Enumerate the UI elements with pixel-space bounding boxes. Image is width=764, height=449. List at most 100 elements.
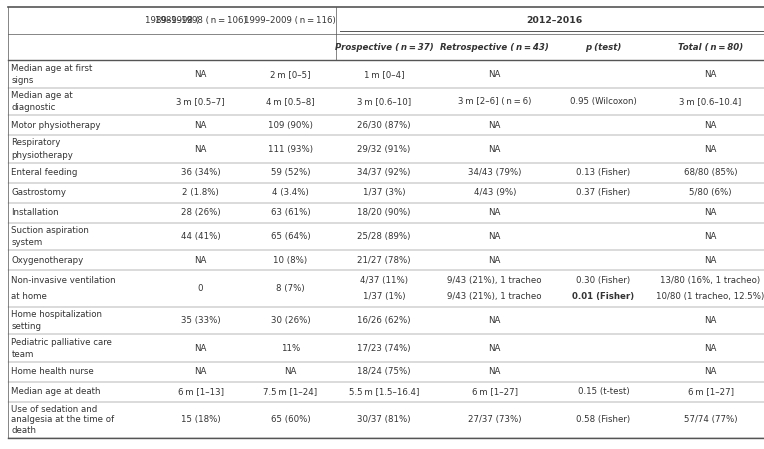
Text: 109 (90%): 109 (90%) [268, 121, 312, 130]
Text: Retrospective ( n = 43): Retrospective ( n = 43) [440, 43, 549, 52]
Text: 0.37 (Fisher): 0.37 (Fisher) [577, 188, 630, 197]
Text: NA: NA [704, 145, 717, 154]
Text: team: team [11, 350, 34, 359]
Text: 34/37 (92%): 34/37 (92%) [358, 168, 410, 177]
Text: 28 (26%): 28 (26%) [181, 208, 220, 217]
Text: p (test): p (test) [585, 43, 622, 52]
Text: NA: NA [704, 255, 717, 265]
Text: 36 (34%): 36 (34%) [181, 168, 220, 177]
Text: NA: NA [704, 70, 717, 79]
Text: Respiratory: Respiratory [11, 138, 61, 147]
Text: 57/74 (77%): 57/74 (77%) [684, 415, 737, 424]
Text: 8 (7%): 8 (7%) [276, 284, 305, 293]
Text: 68/80 (85%): 68/80 (85%) [684, 168, 737, 177]
Text: NA: NA [488, 316, 501, 325]
Text: 0.58 (Fisher): 0.58 (Fisher) [577, 415, 630, 424]
Text: 18/20 (90%): 18/20 (90%) [358, 208, 410, 217]
Text: NA: NA [488, 121, 501, 130]
Text: Median age at first: Median age at first [11, 64, 93, 73]
Text: NA: NA [488, 145, 501, 154]
Text: Median age at: Median age at [11, 91, 73, 100]
Text: NA: NA [488, 208, 501, 217]
Text: 0.15 (t-test): 0.15 (t-test) [578, 387, 630, 396]
Text: NA: NA [704, 208, 717, 217]
Text: 0: 0 [198, 284, 203, 293]
Text: Non-invasive ventilation: Non-invasive ventilation [11, 276, 116, 285]
Text: NA: NA [488, 343, 501, 353]
Text: Enteral feeding: Enteral feeding [11, 168, 78, 177]
Text: 13/80 (16%, 1 tracheo): 13/80 (16%, 1 tracheo) [660, 276, 761, 285]
Text: 111 (93%): 111 (93%) [268, 145, 312, 154]
Text: Oxygenotherapy: Oxygenotherapy [11, 255, 84, 265]
Text: Installation: Installation [11, 208, 59, 217]
Text: 29/32 (91%): 29/32 (91%) [358, 145, 410, 154]
Text: NA: NA [488, 367, 501, 376]
Text: 5.5 m [1.5–16.4]: 5.5 m [1.5–16.4] [348, 387, 419, 396]
Text: Home health nurse: Home health nurse [11, 367, 94, 376]
Text: Prospective ( n = 37): Prospective ( n = 37) [335, 43, 433, 52]
Text: 1989–1998 ( n = 106): 1989–1998 ( n = 106) [154, 16, 247, 25]
Text: setting: setting [11, 322, 41, 331]
Text: 18/24 (75%): 18/24 (75%) [357, 367, 411, 376]
Text: 1999–2009 ( n = 116): 1999–2009 ( n = 116) [244, 16, 336, 25]
Text: NA: NA [194, 121, 207, 130]
Text: 9/43 (21%), 1 tracheo: 9/43 (21%), 1 tracheo [448, 276, 542, 285]
Text: 17/23 (74%): 17/23 (74%) [357, 343, 411, 353]
Text: 2 m [0–5]: 2 m [0–5] [270, 70, 311, 79]
Text: 10/80 (1 tracheo, 12.5%): 10/80 (1 tracheo, 12.5%) [656, 292, 764, 301]
Text: 30 (26%): 30 (26%) [270, 316, 310, 325]
Text: NA: NA [704, 343, 717, 353]
Text: 1 m [0–4]: 1 m [0–4] [364, 70, 404, 79]
Text: 1/37 (3%): 1/37 (3%) [363, 188, 405, 197]
Text: 63 (61%): 63 (61%) [270, 208, 310, 217]
Text: 7.5 m [1–24]: 7.5 m [1–24] [264, 387, 317, 396]
Text: 6 m [1–27]: 6 m [1–27] [471, 387, 518, 396]
Text: 6 m [1–13]: 6 m [1–13] [177, 387, 224, 396]
Text: 34/43 (79%): 34/43 (79%) [468, 168, 521, 177]
Text: 65 (64%): 65 (64%) [270, 232, 310, 241]
Text: NA: NA [194, 145, 207, 154]
Text: NA: NA [704, 367, 717, 376]
Text: Total ( n = 80): Total ( n = 80) [678, 43, 743, 52]
Text: 44 (41%): 44 (41%) [181, 232, 220, 241]
Text: 10 (8%): 10 (8%) [274, 255, 307, 265]
Text: 0.01 (Fisher): 0.01 (Fisher) [572, 292, 635, 301]
Text: 6 m [1–27]: 6 m [1–27] [688, 387, 733, 396]
Text: 3 m [0.5–7]: 3 m [0.5–7] [176, 97, 225, 106]
Text: NA: NA [194, 70, 207, 79]
Text: 35 (33%): 35 (33%) [181, 316, 220, 325]
Text: Suction aspiration: Suction aspiration [11, 226, 89, 235]
Text: 3 m [2–6] ( n = 6): 3 m [2–6] ( n = 6) [458, 97, 532, 106]
Text: 4/43 (9%): 4/43 (9%) [474, 188, 516, 197]
Text: death: death [11, 426, 37, 435]
Text: 11%: 11% [280, 343, 300, 353]
Text: 15 (18%): 15 (18%) [181, 415, 220, 424]
Text: 16/26 (62%): 16/26 (62%) [357, 316, 411, 325]
Text: NA: NA [194, 367, 207, 376]
Text: 30/37 (81%): 30/37 (81%) [357, 415, 411, 424]
Text: 3 m [0.6–10]: 3 m [0.6–10] [357, 97, 411, 106]
Text: 21/27 (78%): 21/27 (78%) [357, 255, 411, 265]
Text: Home hospitalization: Home hospitalization [11, 310, 102, 319]
Text: 0.13 (Fisher): 0.13 (Fisher) [577, 168, 630, 177]
Text: NA: NA [488, 232, 501, 241]
Text: NA: NA [284, 367, 296, 376]
Text: 1989–1998 (: 1989–1998 ( [145, 16, 200, 25]
Text: 59 (52%): 59 (52%) [270, 168, 310, 177]
Text: Motor physiotherapy: Motor physiotherapy [11, 121, 101, 130]
Text: NA: NA [704, 232, 717, 241]
Text: NA: NA [488, 70, 501, 79]
Text: 4 m [0.5–8]: 4 m [0.5–8] [266, 97, 315, 106]
Text: system: system [11, 238, 43, 247]
Text: at home: at home [11, 292, 47, 301]
Text: 4/37 (11%): 4/37 (11%) [360, 276, 408, 285]
Text: 2012–2016: 2012–2016 [526, 16, 582, 25]
Text: NA: NA [194, 255, 207, 265]
Text: diagnostic: diagnostic [11, 103, 56, 112]
Text: NA: NA [704, 121, 717, 130]
Text: Use of sedation and: Use of sedation and [11, 405, 98, 414]
Text: 9/43 (21%), 1 tracheo: 9/43 (21%), 1 tracheo [448, 292, 542, 301]
Text: 27/37 (73%): 27/37 (73%) [468, 415, 522, 424]
Text: analgesia at the time of: analgesia at the time of [11, 415, 115, 424]
Text: signs: signs [11, 76, 34, 85]
